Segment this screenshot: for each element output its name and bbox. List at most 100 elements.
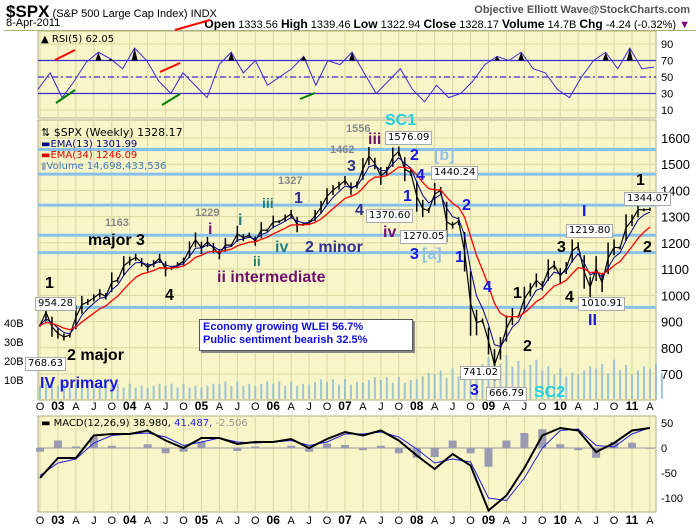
x-tick-label: J [235,515,241,527]
note-sentiment: Public sentiment bearish 32.5% [203,334,368,346]
rsi-overbought-fill [228,52,235,61]
x-tick-label: 11 [626,513,639,527]
divergence-line [55,89,76,104]
open-label: Open [204,17,236,31]
volume-bar [272,383,275,399]
volume-bar [146,387,149,399]
volume-bar [314,381,317,399]
macd-line [39,426,651,513]
x-tick-label: A [503,515,511,527]
x-tick-label: A [359,401,367,413]
volume-tick-label: 40B [4,318,24,330]
volume-bar [505,355,508,399]
rsi-overbought-fill [493,56,500,61]
volume-bar [648,368,651,399]
x-tick-label: A [144,401,152,413]
x-tick-label: A [646,515,654,527]
volume-bar [278,381,281,399]
wave-label: 4 [355,202,364,219]
divergence-line [161,93,181,106]
x-tick-label: J [91,401,97,413]
x-tick-label: O [538,515,547,527]
triangle-down-icon: ▼ [679,19,690,31]
price-tick-label: 1300 [661,210,690,225]
x-tick-label: O [466,515,475,527]
macd-histogram-bar [143,444,152,448]
wave-label: I [582,203,587,220]
rsi-tick-label: 10 [661,105,673,117]
volume-bar [158,383,161,399]
volume-bar [236,381,239,399]
ema34-legend-text: EMA(34) 1246.09 [50,150,138,161]
x-tick-label: 03 [51,399,65,413]
ema13-line [39,156,651,348]
volume-bar [631,374,634,399]
price-tick-label: 1600 [661,131,690,146]
x-tick-label: J [306,401,312,413]
rsi-overbought-fill [518,52,525,61]
price-label: 768.63 [25,357,66,371]
x-tick-label: O [251,515,260,527]
volume-bar [110,385,113,399]
x-tick-label: 08 [410,399,424,413]
wave-label: 4 [565,289,574,306]
volume-bar [511,366,514,399]
macd-histogram-bar [574,448,583,451]
wave-label: 2 [410,147,419,164]
volume-bar [152,385,155,399]
volume-bar [595,368,598,399]
high-label: High [280,17,308,31]
volume-bar [475,368,478,399]
wave-label: iii [262,195,274,211]
divergence-line [159,62,181,73]
x-tick-label: O [610,515,619,527]
x-tick-label: 10 [554,399,568,413]
macd-histogram-bar [520,433,529,448]
x-tick-label: J [378,515,384,527]
price-label: 666.79 [486,387,527,401]
volume-bar [565,376,568,399]
x-tick-label: A [503,401,511,413]
price-label: 741.02 [460,366,501,380]
rsi-overbought-fill [349,52,356,61]
close-label: Close [423,17,457,31]
volume-bar [469,373,472,399]
volume-bar [379,380,382,399]
rsi-legend: ▲ RSI(5) 62.05 [41,34,115,45]
low-value: 1322.94 [380,19,421,31]
volume-bar [559,368,562,399]
volume-bar [427,372,430,399]
volume-bar [302,383,305,399]
x-tick-label: 06 [267,399,281,413]
volume-bar [523,369,526,399]
x-tick-label: J [593,401,599,413]
volume-value: 14.7B [547,19,577,31]
x-tick-label: 08 [410,513,424,527]
x-tick-label: O [538,401,547,413]
x-tick-label: O [251,401,260,413]
volume-bar [254,386,257,399]
volume-bar [349,384,352,399]
wave-label: II [588,312,597,329]
symbol: $SPX [6,2,50,21]
wave-label: 1 [45,275,54,292]
rsi-tick-label: 90 [661,39,673,51]
volume-bar [367,380,370,399]
volume-bar [583,370,586,399]
volume-bar [535,359,538,399]
x-tick-label: A [575,515,583,527]
level-label: 1462 [330,144,355,156]
rsi-legend-text: RSI(5) 62.05 [51,34,115,45]
rsi-overbought-fill [107,58,114,61]
ohlc-readout: Open 1333.56 High 1339.46 Low 1322.94 Cl… [204,17,690,31]
macd-histogram-bar [197,442,206,448]
price-legend-text: $SPX (Weekly) 1328.17 [53,126,183,139]
volume-bar [224,381,227,399]
x-tick-label: O [395,401,404,413]
wave-label: 4 [165,287,174,304]
volume-bar [44,383,47,399]
macd-histogram-bar [53,440,62,448]
volume-bar [284,386,287,399]
